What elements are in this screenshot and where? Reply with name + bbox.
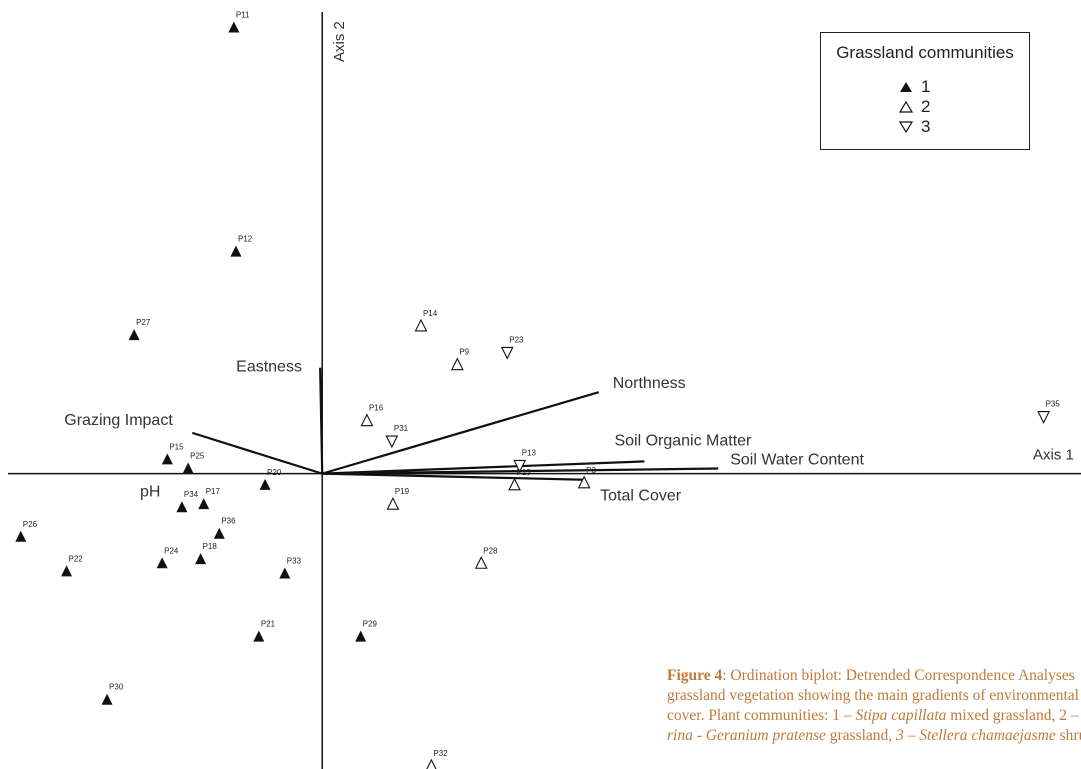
- legend-entry-1: 1: [899, 77, 930, 97]
- point-label-p33: P33: [287, 556, 302, 565]
- caption-line-3: cover. Plant communities: 1 – Stipa capi…: [667, 706, 1081, 726]
- legend-entry-label: 2: [921, 97, 931, 116]
- point-label-p9: P9: [459, 348, 469, 357]
- point-label-p3: P3: [586, 466, 596, 475]
- point-p16-marker: [360, 413, 374, 427]
- point-label-p18: P18: [203, 542, 218, 551]
- caption-line-1: Figure 4: Ordination biplot: Detrended C…: [667, 666, 1081, 686]
- point-label-p28: P28: [483, 546, 498, 555]
- caption-figure-label: Figure 4: [667, 667, 723, 684]
- point-label-p35: P35: [1046, 400, 1061, 409]
- vector-label-ph: pH: [140, 484, 160, 501]
- point-p35-marker: [1037, 411, 1050, 424]
- point-label-p14: P14: [423, 309, 438, 318]
- point-label-p19: P19: [395, 487, 410, 496]
- point-label-p24: P24: [164, 546, 179, 555]
- vector-soil-organic-matter: [322, 460, 645, 475]
- point-label-p27: P27: [136, 318, 151, 327]
- point-label-p22: P22: [69, 554, 84, 563]
- caption-text: shrubb: [1059, 727, 1081, 744]
- point-p21-marker: [253, 630, 265, 642]
- point-p27-marker: [128, 329, 140, 341]
- caption-text: : Ordination biplot: Detrended Correspon…: [722, 667, 1075, 684]
- caption-species: 3 – Stellera chamaejasme: [896, 727, 1056, 744]
- filled-triangle-up-icon: [900, 82, 912, 92]
- point-p15-marker: [161, 453, 173, 465]
- x-axis-label: Axis 1: [1033, 447, 1074, 464]
- legend-entry-label: 1: [921, 77, 931, 96]
- point-label-p17: P17: [206, 487, 221, 496]
- point-label-p29: P29: [363, 620, 378, 629]
- point-p25-marker: [182, 462, 194, 474]
- caption-text: mixed grassland, 2 –: [946, 707, 1081, 724]
- vector-grazing-impact: [191, 431, 323, 475]
- point-p36-marker: [213, 527, 225, 539]
- point-label-p26: P26: [23, 520, 38, 529]
- caption-line-4: rina - Geranium pratense grassland, 3 – …: [667, 726, 1081, 746]
- point-label-p20: P20: [267, 468, 282, 477]
- vector-eastness: [319, 367, 324, 474]
- vector-label-soil-organic-matter: Soil Organic Matter: [614, 432, 752, 449]
- open-triangle-down-icon: [899, 121, 913, 133]
- point-p22-marker: [61, 565, 73, 577]
- point-label-p21: P21: [261, 620, 276, 629]
- point-p28-marker: [474, 556, 488, 569]
- point-label-p16: P16: [369, 404, 384, 413]
- point-p23-marker: [500, 346, 514, 360]
- point-p18-marker: [195, 553, 207, 565]
- legend-entry-label: 3: [921, 117, 931, 136]
- point-p31-marker: [385, 435, 399, 449]
- vector-label-northness: Northness: [613, 375, 686, 392]
- point-p3-marker: [577, 475, 591, 489]
- point-label-p15: P15: [169, 442, 184, 451]
- legend-entry-3: 3: [899, 117, 930, 137]
- point-p29-marker: [355, 630, 367, 642]
- legend-entry-2: 2: [899, 97, 930, 117]
- point-p34-marker: [176, 501, 188, 513]
- point-p30-marker: [101, 693, 113, 705]
- legend: Grassland communities 1 2 3: [820, 32, 1030, 150]
- caption-line-2: grassland vegetation showing the main gr…: [667, 687, 1079, 704]
- legend-title: Grassland communities: [836, 43, 1014, 62]
- figure-caption: Figure 4: Ordination biplot: Detrended C…: [667, 666, 1081, 766]
- point-p11-marker: [228, 21, 240, 33]
- point-p24-marker: [156, 557, 168, 569]
- point-label-p25: P25: [190, 452, 205, 461]
- point-label-p31: P31: [394, 424, 409, 433]
- point-label-p23: P23: [509, 335, 524, 344]
- point-label-p11: P11: [236, 11, 250, 20]
- open-triangle-up-icon: [899, 101, 913, 113]
- point-label-p30: P30: [109, 683, 124, 692]
- point-p17-marker: [198, 498, 210, 510]
- point-p26-marker: [15, 530, 27, 542]
- point-p14-marker: [414, 318, 428, 332]
- vector-label-eastness: Eastness: [236, 359, 302, 376]
- caption-text: cover. Plant communities: 1 –: [667, 707, 856, 724]
- vector-label-soil-water-content: Soil Water Content: [730, 452, 864, 469]
- point-label-p12: P12: [238, 235, 253, 244]
- point-label-p34: P34: [184, 490, 199, 499]
- point-p32-marker: [426, 758, 437, 769]
- point-p20-marker: [259, 478, 271, 490]
- point-p19-marker: [386, 496, 400, 510]
- point-label-p32: P32: [433, 749, 448, 758]
- vector-northness: [321, 391, 600, 475]
- vector-total-cover: [322, 472, 585, 481]
- point-p9-marker: [450, 357, 464, 371]
- vector-label-grazing-impact: Grazing Impact: [64, 412, 173, 429]
- point-p13-marker: [513, 459, 527, 473]
- point-label-p13: P13: [522, 448, 537, 457]
- caption-text: grassland,: [825, 727, 897, 744]
- point-p13b-marker: [508, 477, 521, 491]
- caption-species: rina - Geranium pratense: [667, 727, 826, 744]
- vector-label-total-cover: Total Cover: [600, 488, 682, 505]
- caption-species: Stipa capillata: [855, 707, 947, 724]
- point-p12-marker: [230, 245, 242, 257]
- point-label-p13b: P13: [517, 468, 532, 477]
- y-axis-label: Axis 2: [331, 21, 348, 62]
- point-p33-marker: [279, 567, 291, 579]
- point-label-p36: P36: [221, 517, 236, 526]
